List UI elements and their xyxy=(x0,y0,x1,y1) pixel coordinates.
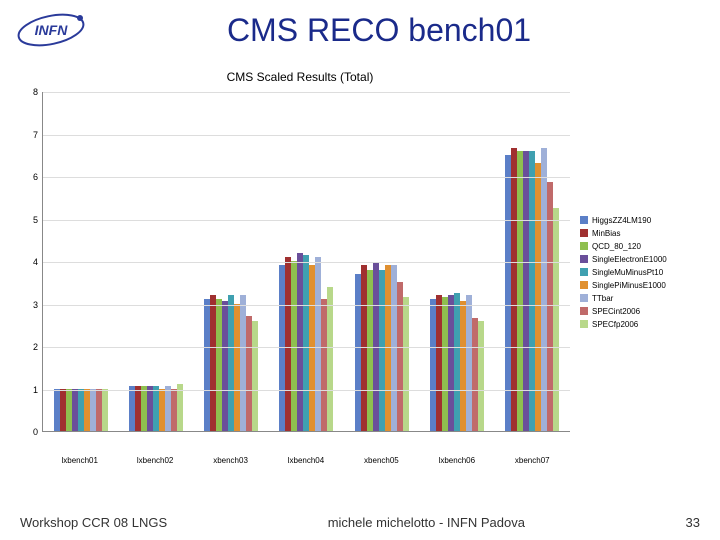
chart-container: CMS Scaled Results (Total) 012345678 Hig… xyxy=(20,70,700,480)
legend-item: SingleMuMinusPt10 xyxy=(580,268,700,277)
legend-label: SPECint2006 xyxy=(592,307,640,316)
legend-swatch xyxy=(580,281,588,289)
legend: HiggsZZ4LM190 MinBias QCD_80_120 SingleElec… xyxy=(570,92,700,452)
legend-item: SingleElectronE1000 xyxy=(580,255,700,264)
footer: Workshop CCR 08 LNGS michele michelotto … xyxy=(0,515,720,530)
legend-swatch xyxy=(580,268,588,276)
footer-left: Workshop CCR 08 LNGS xyxy=(20,515,167,530)
x-label: lxbench01 xyxy=(42,452,117,465)
legend-swatch xyxy=(580,255,588,263)
page-number: 33 xyxy=(686,515,700,530)
page-title: CMS RECO bench01 xyxy=(58,12,700,49)
legend-item: TTbar xyxy=(580,294,700,303)
x-label: lxbench04 xyxy=(268,452,343,465)
grid-line xyxy=(43,305,570,306)
bar xyxy=(102,389,108,432)
legend-swatch xyxy=(580,294,588,302)
legend-item: HiggsZZ4LM190 xyxy=(580,216,700,225)
legend-label: SingleElectronE1000 xyxy=(592,255,667,264)
legend-label: QCD_80_120 xyxy=(592,242,641,251)
grid-line xyxy=(43,390,570,391)
x-label: xbench07 xyxy=(495,452,570,465)
legend-item: SinglePiMinusE1000 xyxy=(580,281,700,290)
y-axis: 012345678 xyxy=(20,92,42,432)
bar xyxy=(553,208,559,431)
bar xyxy=(478,321,484,432)
x-label: xbench03 xyxy=(193,452,268,465)
legend-swatch xyxy=(580,216,588,224)
legend-item: SPECint2006 xyxy=(580,307,700,316)
x-label: lxbench02 xyxy=(117,452,192,465)
y-tick: 6 xyxy=(33,172,38,182)
y-tick: 8 xyxy=(33,87,38,97)
legend-label: MinBias xyxy=(592,229,620,238)
y-tick: 0 xyxy=(33,427,38,437)
x-axis: lxbench01lxbench02xbench03lxbench04xbenc… xyxy=(42,452,700,465)
legend-swatch xyxy=(580,242,588,250)
legend-swatch xyxy=(580,229,588,237)
grid-line xyxy=(43,220,570,221)
plot-area xyxy=(42,92,570,432)
y-tick: 3 xyxy=(33,300,38,310)
y-tick: 4 xyxy=(33,257,38,267)
legend-label: SPECfp2006 xyxy=(592,320,638,329)
x-label: lxbench06 xyxy=(419,452,494,465)
grid-line xyxy=(43,347,570,348)
header: INFN CMS RECO bench01 xyxy=(0,0,720,52)
legend-label: SinglePiMinusE1000 xyxy=(592,281,666,290)
legend-swatch xyxy=(580,320,588,328)
grid-line xyxy=(43,92,570,93)
legend-label: HiggsZZ4LM190 xyxy=(592,216,651,225)
legend-label: TTbar xyxy=(592,294,613,303)
grid-line xyxy=(43,262,570,263)
y-tick: 2 xyxy=(33,342,38,352)
chart-title: CMS Scaled Results (Total) xyxy=(0,70,700,84)
grid-line xyxy=(43,177,570,178)
y-tick: 1 xyxy=(33,385,38,395)
y-tick: 5 xyxy=(33,215,38,225)
legend-item: SPECfp2006 xyxy=(580,320,700,329)
svg-text:INFN: INFN xyxy=(35,22,69,38)
bar xyxy=(403,297,409,431)
infn-logo: INFN xyxy=(14,8,88,52)
x-label: xbench05 xyxy=(344,452,419,465)
legend-label: SingleMuMinusPt10 xyxy=(592,268,663,277)
legend-item: QCD_80_120 xyxy=(580,242,700,251)
bar xyxy=(177,384,183,431)
legend-swatch xyxy=(580,307,588,315)
y-tick: 7 xyxy=(33,130,38,140)
bar xyxy=(327,287,333,432)
footer-center: michele michelotto - INFN Padova xyxy=(167,515,685,530)
bar xyxy=(252,321,258,432)
legend-item: MinBias xyxy=(580,229,700,238)
grid-line xyxy=(43,135,570,136)
